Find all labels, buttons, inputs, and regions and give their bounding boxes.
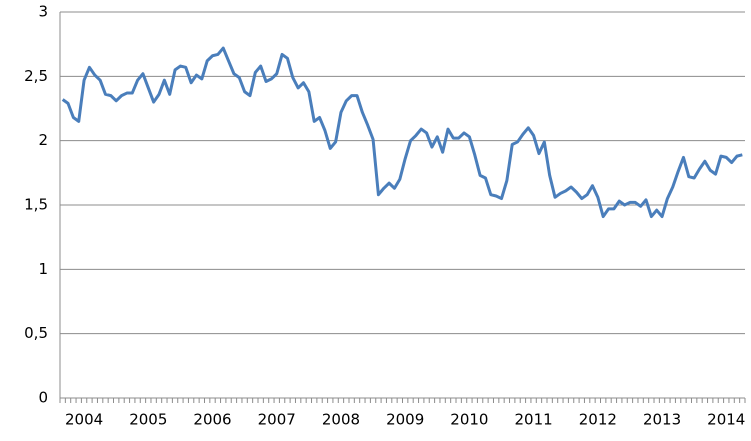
x-tick-label: 2007	[258, 411, 296, 429]
y-tick-label: 1,5	[24, 196, 48, 214]
y-tick-label: 1	[38, 260, 48, 278]
x-tick-label: 2006	[193, 411, 231, 429]
data-line	[61, 46, 743, 219]
y-tick-label: 3	[38, 3, 48, 21]
y-tick-label: 0,5	[24, 324, 48, 342]
x-tick-label: 2014	[707, 411, 745, 429]
x-tick-label: 2009	[386, 411, 424, 429]
x-tick-label: 2004	[65, 411, 103, 429]
x-tick-label: 2010	[450, 411, 488, 429]
x-tick-label: 2005	[129, 411, 167, 429]
x-tick-label: 2013	[643, 411, 681, 429]
x-tick-label: 2008	[322, 411, 360, 429]
x-tick-label: 2012	[579, 411, 617, 429]
y-tick-label: 0	[38, 389, 48, 407]
y-tick-label: 2	[38, 131, 48, 149]
x-tick-label: 2011	[515, 411, 553, 429]
y-tick-label: 2,5	[24, 67, 48, 85]
